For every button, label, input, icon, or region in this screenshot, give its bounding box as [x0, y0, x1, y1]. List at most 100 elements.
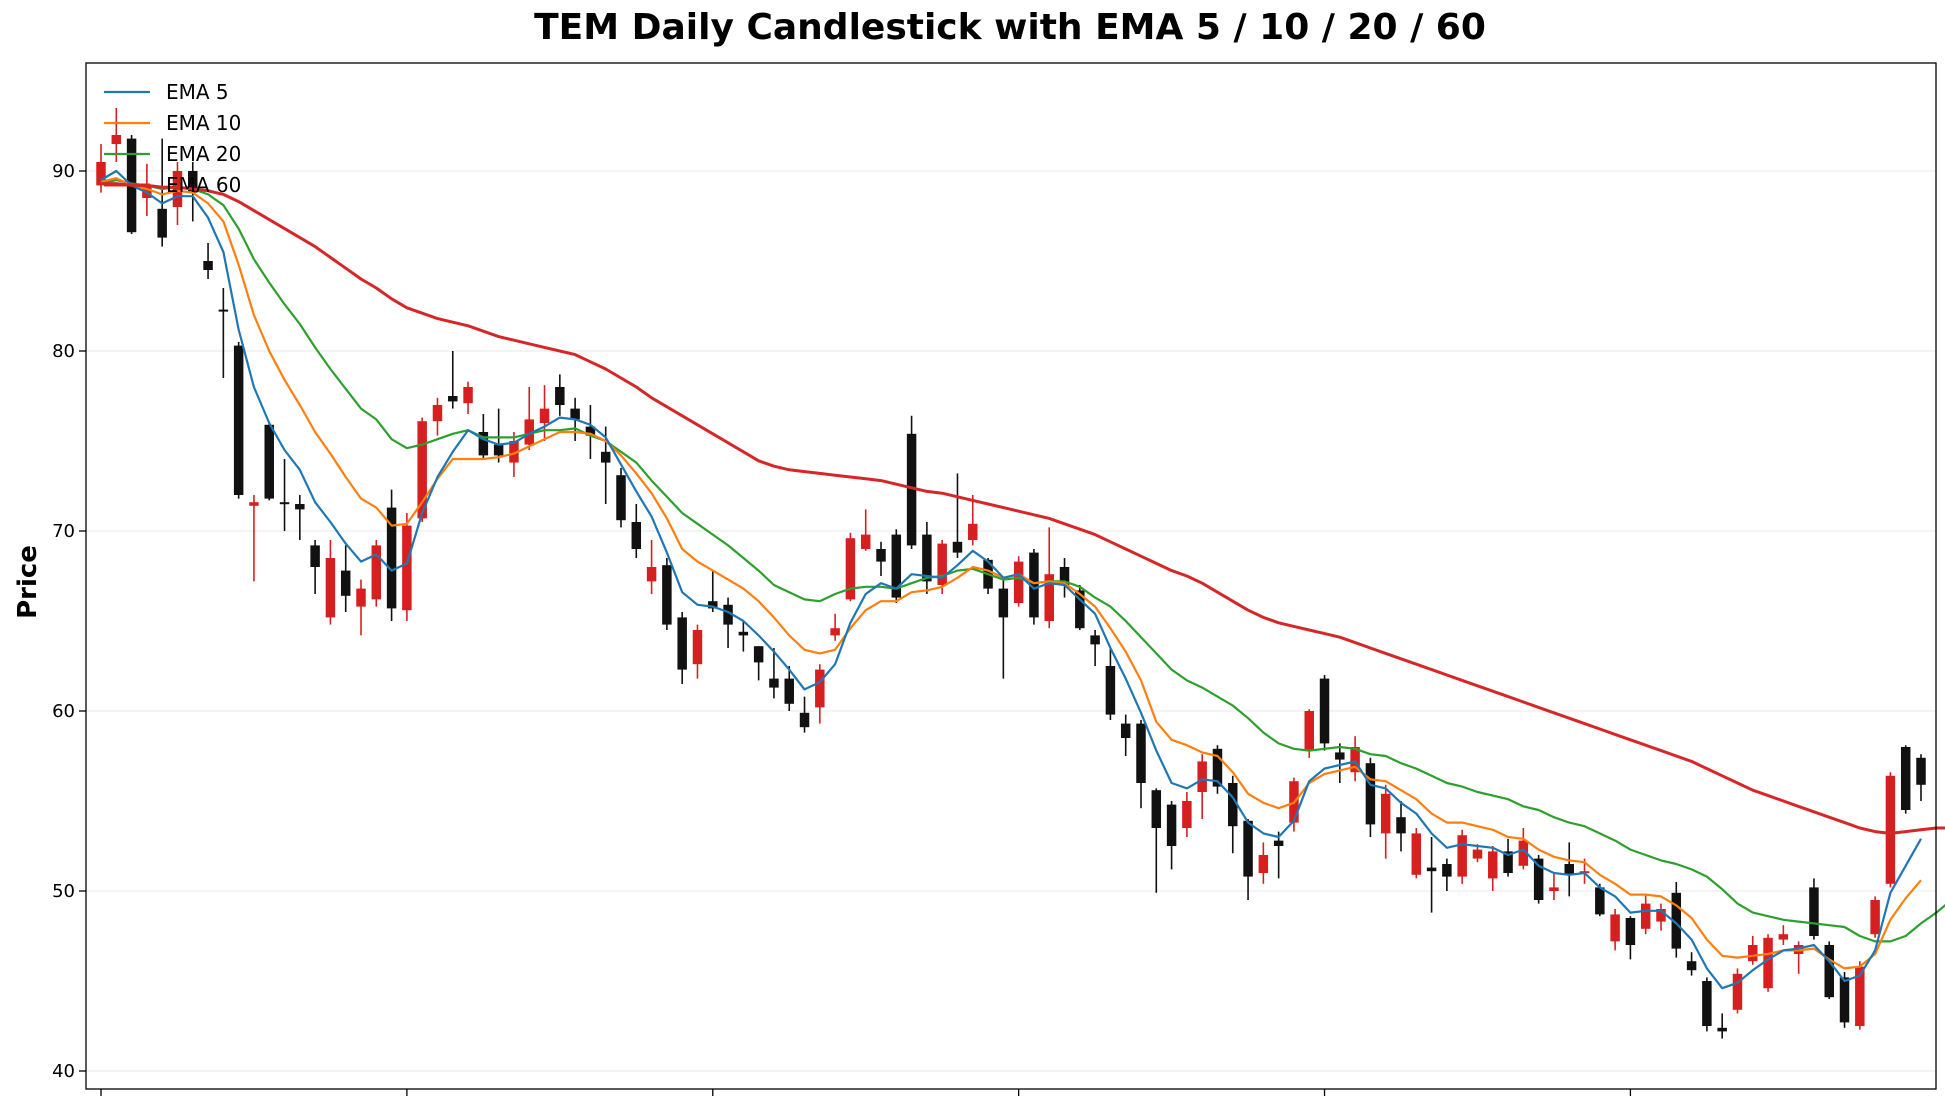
grid-lines [86, 170, 1936, 1072]
candle [1273, 831, 1284, 879]
candle [1182, 792, 1192, 837]
candle-body [340, 570, 351, 596]
candle [1472, 844, 1483, 863]
candle-body [1472, 849, 1483, 859]
candle [646, 540, 657, 594]
candle-body [1228, 783, 1238, 827]
candle [1656, 903, 1666, 931]
candle [448, 351, 458, 409]
candle-body [1396, 817, 1406, 834]
candle-body [218, 309, 229, 312]
legend: EMA 5 EMA 10 EMA 20 EMA 60 [104, 80, 241, 197]
candle-body [1182, 801, 1192, 828]
candle [539, 385, 550, 441]
candle [1564, 842, 1574, 897]
candle-body [906, 433, 917, 546]
candle-body [600, 451, 611, 463]
candle-body [1564, 864, 1574, 875]
ema5-line [100, 169, 1922, 990]
candle [340, 545, 351, 612]
candle [1793, 941, 1804, 974]
candle [249, 495, 259, 582]
candle [172, 162, 183, 225]
candle [860, 509, 871, 551]
candle [891, 529, 902, 603]
candle [463, 381, 473, 414]
candle [631, 504, 642, 558]
candle-body [1595, 887, 1605, 915]
candle [1396, 801, 1406, 852]
candle-body [356, 588, 366, 607]
candle [1732, 968, 1743, 1014]
candle-body [891, 534, 902, 598]
candle [799, 696, 810, 733]
chart-title: TEM Daily Candlestick with EMA 5 / 10 / … [534, 7, 1486, 48]
candle-body [784, 678, 794, 704]
candle-body [417, 421, 427, 519]
candle-body [463, 387, 473, 404]
candle-body [157, 208, 167, 238]
candle [585, 405, 596, 459]
plot-frame [85, 62, 1937, 1090]
candle [417, 417, 427, 522]
candle [1319, 675, 1330, 751]
candle-body [860, 534, 871, 549]
candle [998, 579, 1009, 679]
candle [1197, 754, 1207, 819]
candle-body [753, 646, 764, 663]
candle-body [1855, 966, 1865, 1026]
candle [1702, 977, 1712, 1032]
candle [692, 624, 703, 679]
candle-body [1900, 747, 1911, 810]
candle-body [325, 558, 336, 618]
candle [845, 532, 856, 602]
candle [1411, 828, 1422, 879]
candle-body [1258, 855, 1269, 873]
candle-body [279, 502, 290, 505]
candle [310, 540, 320, 594]
candle [218, 288, 229, 378]
candle-body [1029, 552, 1039, 618]
candle [432, 397, 443, 436]
candle [1166, 801, 1177, 870]
candle-body [692, 630, 703, 665]
candle [1457, 829, 1467, 884]
candle-body [1839, 977, 1850, 1023]
candle-body [585, 426, 596, 436]
candle [1212, 745, 1223, 794]
candle [1610, 909, 1620, 951]
legend-item-ema10: EMA 10 [104, 111, 241, 135]
candle [1044, 527, 1054, 629]
x-axis-ticks [100, 1089, 1632, 1096]
candle [708, 570, 718, 612]
candle [1533, 855, 1544, 904]
candle [723, 597, 733, 648]
candle [493, 408, 504, 463]
candle [279, 459, 290, 531]
candle [815, 664, 825, 724]
candle [386, 489, 397, 621]
candle [524, 387, 534, 450]
candle [830, 613, 840, 641]
candle-body [1885, 775, 1896, 884]
candle-body [1717, 1027, 1727, 1032]
candle [1748, 936, 1758, 965]
candle [1120, 714, 1131, 756]
candle-body [1702, 981, 1712, 1026]
candle [325, 540, 336, 625]
legend-label: EMA 60 [166, 173, 241, 197]
candle-body [1518, 840, 1529, 866]
candle [906, 415, 917, 549]
candles [96, 108, 1926, 1039]
candle [1151, 788, 1162, 893]
candle [157, 138, 167, 247]
candle [616, 468, 626, 528]
candle-body [646, 567, 657, 582]
candle [1488, 846, 1498, 891]
candle-body [1625, 918, 1636, 945]
candle-body [876, 549, 886, 562]
candle [662, 558, 672, 630]
candle [1228, 775, 1238, 854]
candle-body [830, 628, 840, 636]
